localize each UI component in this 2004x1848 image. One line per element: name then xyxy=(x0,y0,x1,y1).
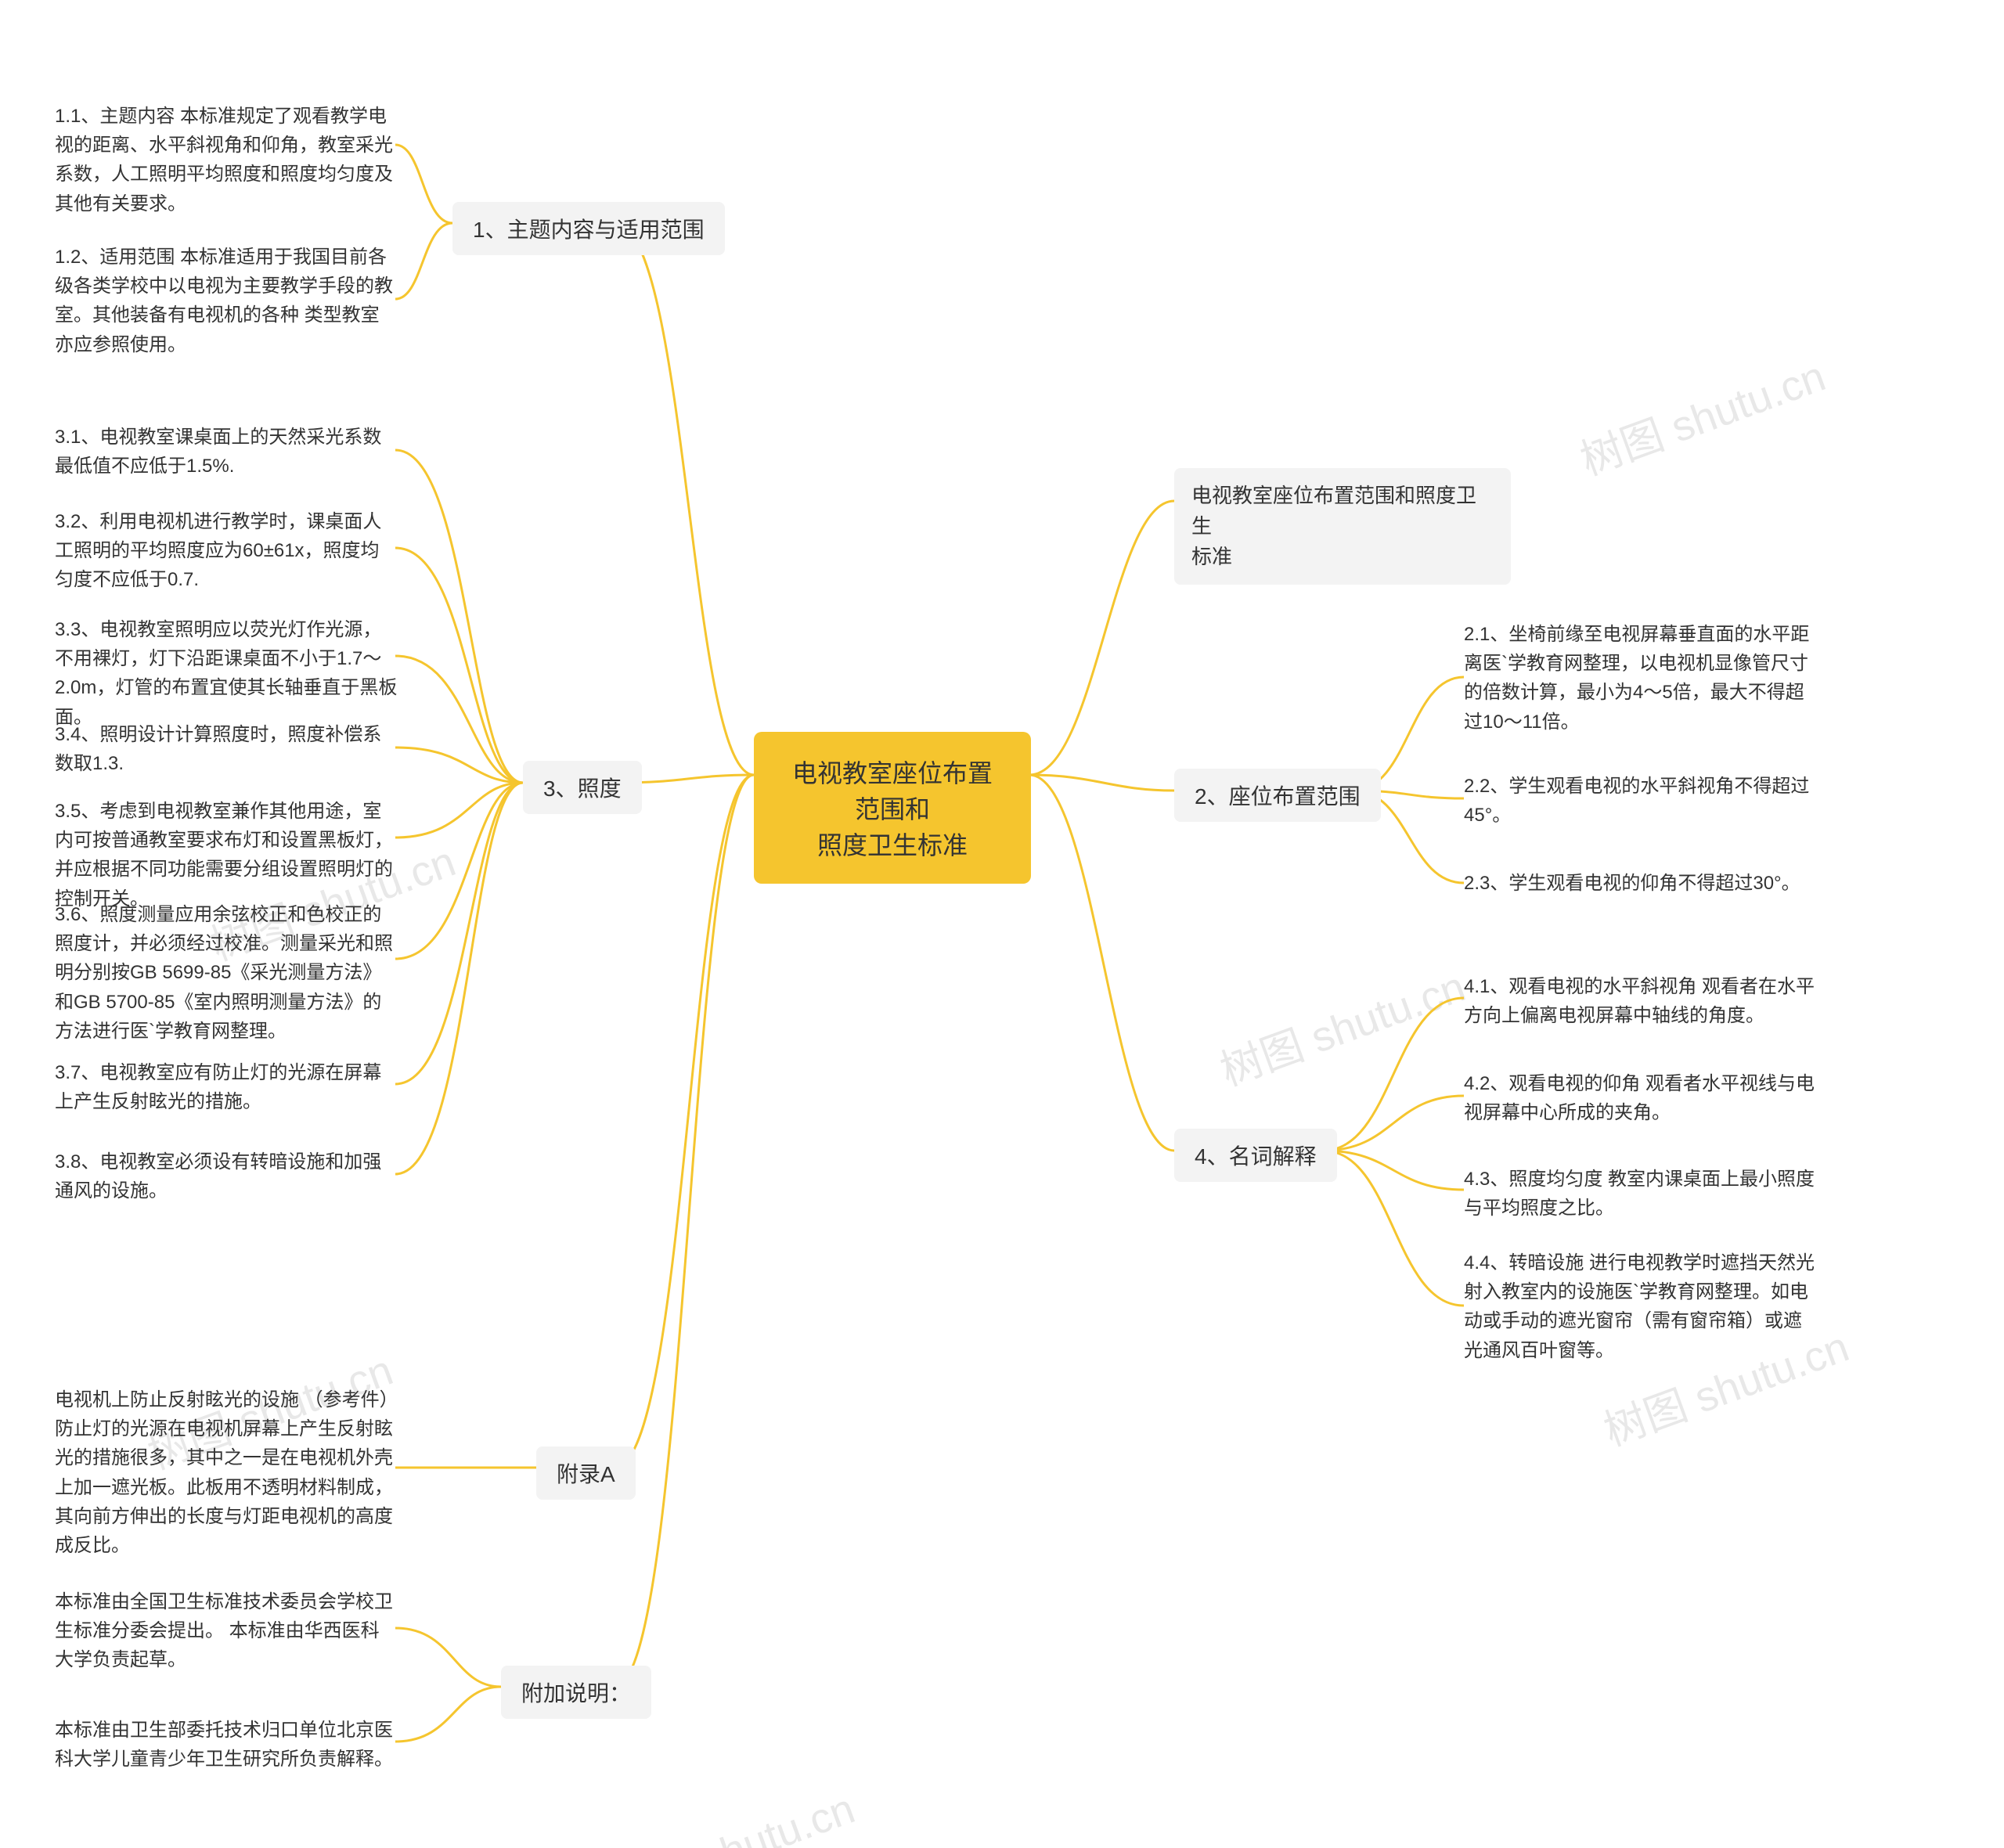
root-line2: 照度卫生标准 xyxy=(780,826,1004,862)
leaf-4-1: 4.1、观看电视的水平斜视角 观看者在水平方向上偏离电视屏幕中轴线的角度。 xyxy=(1464,972,1816,1030)
branch-4: 4、名词解释 xyxy=(1174,1129,1337,1182)
watermark: 树图 shutu.cn xyxy=(600,1774,861,1848)
leaf-a-1: 电视机上防止反射眩光的设施 （参考件）防止灯的光源在电视机屏幕上产生反射眩光的措… xyxy=(55,1385,398,1560)
watermark: 树图 shutu.cn xyxy=(1570,341,1832,487)
leaf-3-2: 3.2、利用电视机进行教学时，课桌面人工照明的平均照度应为60±61x，照度均匀… xyxy=(55,507,398,595)
leaf-3-8: 3.8、电视教室必须设有转暗设施和加强通风的设施。 xyxy=(55,1147,398,1205)
leaf-1-2: 1.2、适用范围 本标准适用于我国目前各级各类学校中以电视为主要教学手段的教室。… xyxy=(55,243,398,359)
subtitle-right: 电视教室座位布置范围和照度卫生 标准 xyxy=(1174,468,1511,585)
leaf-4-4: 4.4、转暗设施 进行电视教学时遮挡天然光射入教室内的设施医`学教育网整理。如电… xyxy=(1464,1248,1816,1365)
leaf-2-1: 2.1、坐椅前缘至电视屏幕垂直面的水平距离医`学教育网整理，以电视机显像管尺寸的… xyxy=(1464,620,1816,737)
leaf-3-4: 3.4、照明设计计算照度时，照度补偿系数取1.3. xyxy=(55,720,398,778)
branch-note: 附加说明： xyxy=(501,1666,651,1719)
branch-appendix-a: 附录A xyxy=(536,1446,636,1500)
leaf-4-2: 4.2、观看电视的仰角 观看者水平视线与电视屏幕中心所成的夹角。 xyxy=(1464,1069,1816,1127)
root-node: 电视教室座位布置范围和 照度卫生标准 xyxy=(754,732,1031,884)
leaf-1-1: 1.1、主题内容 本标准规定了观看教学电视的距离、水平斜视角和仰角，教室采光系数… xyxy=(55,102,398,218)
subtitle-line2: 标准 xyxy=(1191,542,1494,572)
branch-1: 1、主题内容与适用范围 xyxy=(452,202,725,255)
root-line1: 电视教室座位布置范围和 xyxy=(780,754,1004,826)
leaf-note-1: 本标准由全国卫生标准技术委员会学校卫生标准分委会提出。 本标准由华西医科大学负责… xyxy=(55,1587,398,1675)
leaf-2-2: 2.2、学生观看电视的水平斜视角不得超过45°。 xyxy=(1464,772,1816,830)
leaf-2-3: 2.3、学生观看电视的仰角不得超过30°。 xyxy=(1464,869,1816,898)
leaf-3-7: 3.7、电视教室应有防止灯的光源在屏幕上产生反射眩光的措施。 xyxy=(55,1058,398,1116)
leaf-3-3: 3.3、电视教室照明应以荧光灯作光源，不用裸灯，灯下沿距课桌面不小于1.7～2.… xyxy=(55,615,398,732)
leaf-4-3: 4.3、照度均匀度 教室内课桌面上最小照度与平均照度之比。 xyxy=(1464,1165,1816,1223)
leaf-note-2: 本标准由卫生部委托技术归口单位北京医科大学儿童青少年卫生研究所负责解释。 xyxy=(55,1716,398,1774)
leaf-3-6: 3.6、照度测量应用余弦校正和色校正的照度计，并必须经过校准。测量采光和照明分别… xyxy=(55,900,398,1046)
watermark: 树图 shutu.cn xyxy=(1210,952,1472,1097)
leaf-3-5: 3.5、考虑到电视教室兼作其他用途，室内可按普通教室要求布灯和设置黑板灯，并应根… xyxy=(55,797,398,913)
branch-2: 2、座位布置范围 xyxy=(1174,769,1381,822)
subtitle-line1: 电视教室座位布置范围和照度卫生 xyxy=(1191,481,1494,542)
branch-3: 3、照度 xyxy=(523,761,642,814)
leaf-3-1: 3.1、电视教室课桌面上的天然采光系数最低值不应低于1.5%. xyxy=(55,423,398,481)
